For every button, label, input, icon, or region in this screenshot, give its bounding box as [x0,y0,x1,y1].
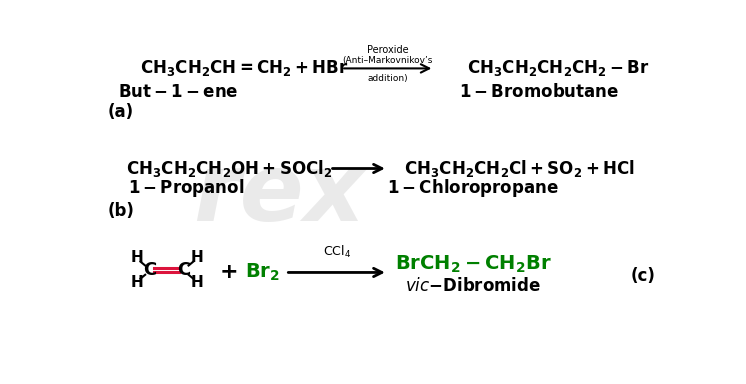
Text: $\mathbf{CH_3CH_2CH_2CH_2-Br}$: $\mathbf{CH_3CH_2CH_2CH_2-Br}$ [467,58,650,78]
Text: $\mathbf{BrCH_2-CH_2Br}$: $\mathbf{BrCH_2-CH_2Br}$ [395,254,551,275]
Text: H: H [131,250,143,265]
Text: (c): (c) [631,267,656,285]
Text: (Anti–Markovnikov’s: (Anti–Markovnikov’s [342,56,433,65]
Text: $\mathbf{Br_2}$: $\mathbf{Br_2}$ [245,262,280,283]
Text: $\mathbf{1-Chloropropane}$: $\mathbf{1-Chloropropane}$ [387,177,559,199]
Text: $\mathbf{1-Bromobutane}$: $\mathbf{1-Bromobutane}$ [459,83,619,101]
Text: $\mathbf{CH_3CH_2CH=CH_2+HBr}$: $\mathbf{CH_3CH_2CH=CH_2+HBr}$ [140,58,348,78]
Text: (b): (b) [107,202,134,220]
Text: $\mathit{vic}$$\mathbf{-Dibromide}$: $\mathit{vic}$$\mathbf{-Dibromide}$ [405,277,541,295]
Text: $\mathrm{CCl_4}$: $\mathrm{CCl_4}$ [322,244,351,260]
Text: $\mathbf{But-1-ene}$: $\mathbf{But-1-ene}$ [119,83,239,101]
Text: C: C [178,261,190,279]
Text: $\mathbf{CH_3CH_2CH_2Cl+SO_2+HCl}$: $\mathbf{CH_3CH_2CH_2Cl+SO_2+HCl}$ [404,158,635,179]
Text: rex: rex [193,149,365,242]
Text: (a): (a) [107,103,134,121]
Text: C: C [143,261,157,279]
Text: $\mathbf{CH_3CH_2CH_2OH+SOCl_2}$: $\mathbf{CH_3CH_2CH_2OH+SOCl_2}$ [126,158,332,179]
Text: +: + [219,262,238,283]
Text: addition): addition) [368,74,408,83]
Text: H: H [131,275,143,290]
Text: H: H [191,250,204,265]
Text: H: H [191,275,204,290]
Text: $\mathbf{1-Propanol}$: $\mathbf{1-Propanol}$ [128,177,245,199]
Text: Peroxide: Peroxide [367,45,409,55]
